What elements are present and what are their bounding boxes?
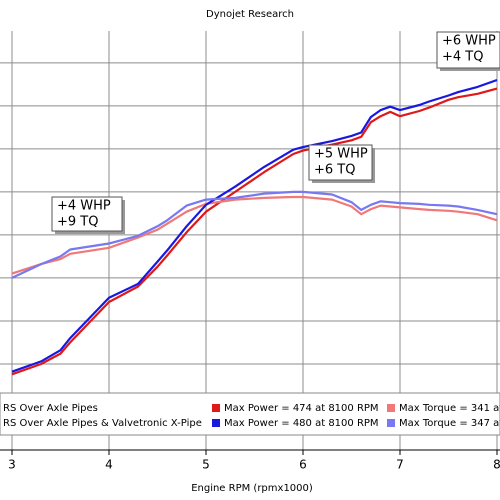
x-axis-label: Engine RPM (rpmx1000) [191, 483, 313, 494]
series-line [11, 78, 498, 373]
annotation-text: +6 WHP [442, 34, 496, 49]
annotation-box [308, 144, 373, 181]
legend-label: Max Torque = 341 at [399, 403, 500, 414]
x-tick-label: 3 [8, 458, 16, 472]
legend-swatch [212, 419, 220, 427]
legend-run: RS Over Axle Pipes & Valvetronic X-Pipe [3, 418, 202, 429]
legend-label: Max Power = 480 at 8100 RPM [224, 418, 379, 429]
annotation-box [51, 196, 123, 232]
x-tick-label: 6 [299, 458, 307, 472]
legend-swatch [387, 404, 395, 412]
series-line [11, 195, 498, 275]
legend-swatch [212, 404, 220, 412]
annotation-box [436, 31, 500, 69]
x-tick-label: 7 [396, 458, 404, 472]
legend-label: Max Power = 474 at 8100 RPM [224, 403, 379, 414]
annotation-text: +6 TQ [314, 163, 355, 178]
x-tick-label: 8 [493, 458, 500, 472]
annotation-text: +4 TQ [442, 50, 483, 65]
annotation-text: +4 WHP [57, 199, 111, 214]
annotations: +4 WHP+9 TQ +5 WHP+6 TQ +6 WHP+4 TQ [51, 31, 500, 234]
annotation-text: +5 WHP [314, 147, 368, 162]
legend-run: RS Over Axle Pipes [3, 403, 98, 414]
annotation-text: +9 TQ [57, 215, 98, 230]
x-tick-label: 4 [105, 458, 113, 472]
plot-lines [11, 78, 498, 376]
grid: 3 4 5 6 7 8 [0, 31, 500, 472]
legend: RS Over Axle Pipes Max Power = 474 at 810… [0, 392, 500, 436]
series-line [11, 190, 498, 279]
legend-box [0, 392, 500, 436]
chart-title: Dynojet Research [206, 9, 294, 20]
legend-label: Max Torque = 347 at [399, 418, 500, 429]
series-line [11, 87, 498, 376]
legend-swatch [387, 419, 395, 427]
x-tick-label: 5 [202, 458, 210, 472]
